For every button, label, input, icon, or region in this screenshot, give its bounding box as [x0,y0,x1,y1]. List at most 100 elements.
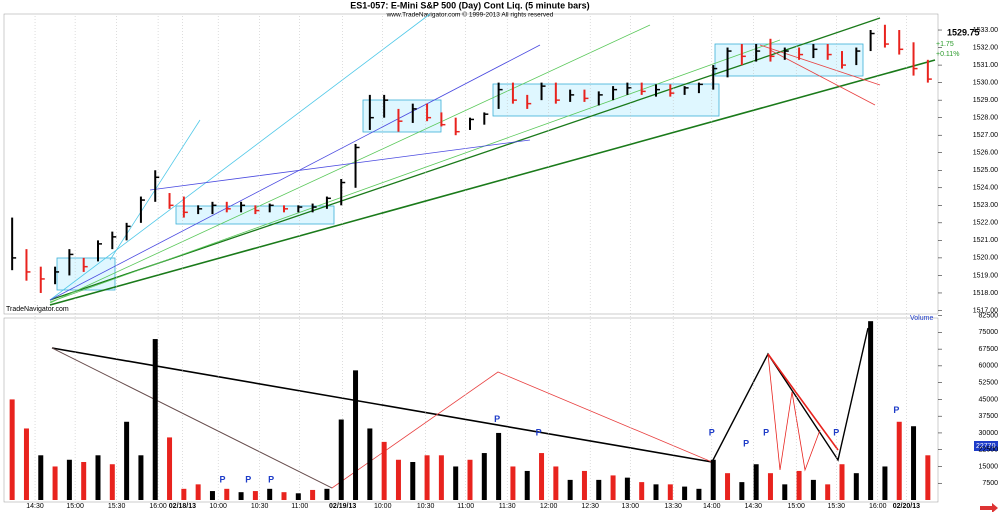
volume-bar [95,455,101,500]
y-tick-label: 1527.00 [973,132,998,139]
volume-bar [167,437,173,500]
volume-bar [767,473,773,500]
y-tick-label: 1529.00 [973,97,998,104]
trend-line [769,49,876,106]
pattern-marker: P [536,427,542,437]
volume-bar [181,488,187,500]
volume-bar [267,488,273,500]
volume-bar [353,370,359,500]
x-tick-label: 10:00 [209,503,227,510]
volume-bar [38,455,44,500]
x-tick-label: 16:00 [869,503,887,510]
volume-bar [510,466,516,500]
volume-bar [381,441,387,500]
consolidation-box [56,257,116,291]
y-tick-label: 82500 [979,312,999,319]
volume-bar [23,428,29,500]
y-tick-label: 45000 [979,396,999,403]
volume-bar [825,484,831,500]
trend-line [49,13,431,301]
volume-bar [853,473,859,500]
volume-bar [81,462,87,500]
trend-line [149,139,531,191]
volume-bar [395,459,401,500]
volume-bar [667,484,673,500]
volume-bar [209,491,215,500]
volume-bar [567,479,573,500]
x-tick-label: 02/19/13 [329,503,356,510]
y-tick-label: 1517.00 [973,307,998,314]
y-tick-label: 22500 [979,447,999,454]
volume-bar [782,484,788,500]
y-tick-label: 1533.00 [973,27,998,34]
y-tick-label: 60000 [979,363,999,370]
zigzag [711,327,869,463]
volume-bar [310,489,316,500]
y-tick-label: 1523.00 [973,202,998,209]
x-tick-label: 10:00 [374,503,392,510]
y-tick-label: 67500 [979,346,999,353]
volume-bar [639,482,645,500]
pattern-marker: P [245,474,251,484]
x-tick-label: 15:00 [787,503,805,510]
trend-line [759,44,881,86]
volume-bar [710,459,716,500]
volume-bar [725,473,731,500]
pattern-marker: P [709,427,715,437]
y-tick-label: 1519.00 [973,272,998,279]
volume-bar [367,428,373,500]
volume-label: Volume [910,315,933,322]
volume-panel [3,317,939,503]
y-tick-label: 7500 [982,480,998,487]
y-tick-label: 1520.00 [973,255,998,262]
volume-bar [438,455,444,500]
volume-bar [124,421,130,500]
x-tick-label: 15:30 [828,503,846,510]
current-volume-box [974,441,998,451]
volume-bar [338,419,344,500]
y-tick-label: 1522.00 [973,220,998,227]
scroll-arrow[interactable] [980,503,998,512]
volume-bar [839,464,845,500]
price-change-pct: +0.11% [936,51,959,58]
volume-bar [682,486,688,500]
pattern-marker: P [893,405,899,415]
volume-bar [195,484,201,500]
x-tick-label: 12:00 [540,503,558,510]
x-tick-label: 02/18/13 [169,503,196,510]
y-tick-label: 1518.00 [973,290,998,297]
x-tick-label: 14:30 [26,503,44,510]
watermark: TradeNavigator.com [6,306,69,313]
x-tick-label: 13:00 [621,503,639,510]
x-tick-label: 16:00 [149,503,167,510]
current-volume: 22770 [976,443,996,450]
volume-bar [796,470,802,500]
volume-bar [610,475,616,500]
x-tick-label: 12:30 [581,503,599,510]
volume-bar [496,432,502,500]
volume-bar [424,455,430,500]
price-change: +1.75 [936,41,954,48]
volume-bar [624,477,630,500]
pattern-marker: P [494,414,500,424]
x-tick-label: 11:00 [291,503,308,510]
volume-bar [324,488,330,500]
volume-bar [868,321,874,500]
volume-bar [281,492,287,500]
volume-bar [882,466,888,500]
pattern-marker: P [833,427,839,437]
volume-bar [925,455,931,500]
x-tick-label: 10:30 [417,503,435,510]
zigzag [767,353,821,472]
volume-bar [753,464,759,500]
volume-bar [810,479,816,500]
volume-bar [252,491,258,500]
y-tick-label: 1521.00 [973,237,998,244]
volume-bar [481,453,487,500]
volume-bar [138,455,144,500]
trend-line [49,59,936,306]
volume-bar [238,492,244,500]
x-tick-label: 11:00 [457,503,474,510]
volume-bar [467,459,473,500]
